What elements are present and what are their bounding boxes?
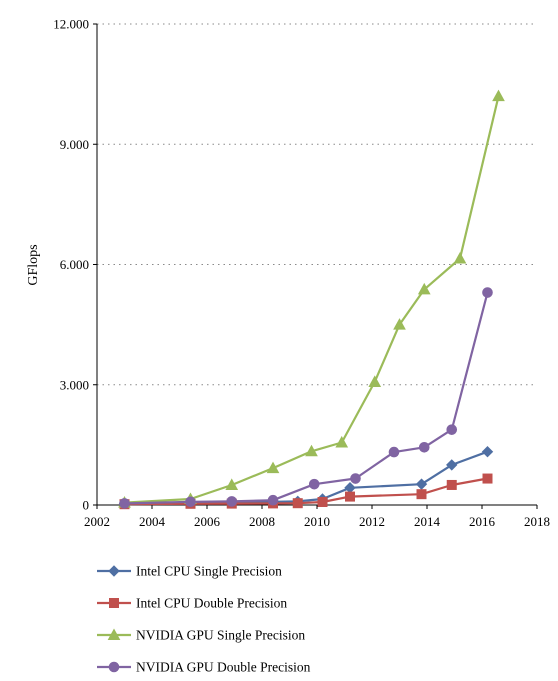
legend-item-nvidia-gpu-double-precision: NVIDIA GPU Double Precision bbox=[97, 660, 311, 675]
data-point-nvidia-gpu-single-precision-2 bbox=[225, 478, 239, 490]
x-tick-label-7: 2016 bbox=[469, 514, 496, 529]
legend-label-nvidia-gpu-single-precision: NVIDIA GPU Single Precision bbox=[136, 628, 305, 643]
y-tick-label-3: 9.000 bbox=[60, 137, 89, 152]
data-point-nvidia-gpu-single-precision-7 bbox=[393, 318, 406, 330]
data-point-nvidia-gpu-single-precision-3 bbox=[266, 461, 280, 474]
x-tick-label-2: 2006 bbox=[194, 514, 221, 529]
legend-item-nvidia-gpu-single-precision: NVIDIA GPU Single Precision bbox=[97, 628, 305, 643]
data-point-nvidia-gpu-double-precision-6 bbox=[388, 446, 400, 458]
data-point-intel-cpu-double-precision-6 bbox=[345, 491, 355, 502]
y-tick-label-4: 12.000 bbox=[53, 17, 89, 32]
data-point-nvidia-gpu-double-precision-8 bbox=[446, 424, 458, 435]
axes bbox=[93, 23, 538, 509]
series-line-intel-cpu-double-precision bbox=[124, 477, 488, 506]
data-point-intel-cpu-double-precision-5 bbox=[317, 496, 328, 507]
x-tick-label-0: 2002 bbox=[84, 514, 110, 529]
data-point-nvidia-gpu-double-precision-3 bbox=[267, 494, 279, 506]
legend: Intel CPU Single Precision Intel CPU Doub… bbox=[97, 564, 311, 675]
y-axis-title: GFlops bbox=[26, 244, 41, 285]
y-tick-label-1: 3.000 bbox=[60, 377, 89, 392]
legend-label-intel-cpu-single-precision: Intel CPU Single Precision bbox=[136, 564, 282, 579]
data-point-nvidia-gpu-single-precision-6 bbox=[368, 375, 382, 387]
data-point-intel-cpu-single-precision-8 bbox=[446, 459, 458, 471]
x-tick-label-5: 2012 bbox=[359, 514, 385, 529]
data-point-nvidia-gpu-double-precision-5 bbox=[350, 473, 361, 484]
data-point-intel-cpu-single-precision-7 bbox=[415, 478, 428, 490]
data-point-nvidia-gpu-double-precision-2 bbox=[226, 496, 238, 507]
legend-item-intel-cpu-double-precision: Intel CPU Double Precision bbox=[97, 596, 287, 611]
data-point-nvidia-gpu-single-precision-10 bbox=[492, 89, 505, 102]
legend-label-intel-cpu-double-precision: Intel CPU Double Precision bbox=[136, 596, 287, 611]
data-point-nvidia-gpu-single-precision-4 bbox=[305, 444, 318, 457]
series-nvidia-gpu-single-precision bbox=[118, 89, 505, 508]
data-point-nvidia-gpu-double-precision-7 bbox=[418, 441, 430, 453]
data-point-intel-cpu-double-precision-9 bbox=[482, 473, 493, 484]
legend-label-nvidia-gpu-double-precision: NVIDIA GPU Double Precision bbox=[136, 660, 311, 675]
legend-marker-nvidia-gpu-single-precision bbox=[107, 628, 121, 640]
legend-item-intel-cpu-single-precision: Intel CPU Single Precision bbox=[97, 564, 282, 579]
x-tick-label-8: 2018 bbox=[524, 514, 550, 529]
data-point-nvidia-gpu-double-precision-4 bbox=[308, 478, 320, 490]
legend-marker-intel-cpu-double-precision bbox=[109, 598, 119, 608]
series-line-intel-cpu-single-precision bbox=[124, 450, 488, 505]
y-tick-label-2: 6.000 bbox=[60, 257, 89, 272]
legend-marker-intel-cpu-single-precision bbox=[108, 565, 120, 577]
x-tick-label-3: 2008 bbox=[249, 514, 275, 529]
series-line-nvidia-gpu-double-precision bbox=[124, 292, 489, 505]
data-point-nvidia-gpu-single-precision-9 bbox=[453, 251, 467, 264]
x-tick-label-1: 2004 bbox=[139, 514, 166, 529]
series-line-nvidia-gpu-single-precision bbox=[124, 95, 500, 504]
x-tick-label-4: 2010 bbox=[304, 514, 330, 529]
y-tick-label-0: 0 bbox=[83, 498, 90, 513]
data-point-intel-cpu-single-precision-6 bbox=[344, 482, 356, 494]
legend-marker-nvidia-gpu-double-precision bbox=[108, 661, 120, 673]
series-lines bbox=[118, 89, 505, 510]
data-point-intel-cpu-double-precision-4 bbox=[292, 498, 303, 509]
data-point-nvidia-gpu-single-precision-5 bbox=[335, 435, 349, 448]
data-point-intel-cpu-double-precision-7 bbox=[416, 489, 427, 500]
data-point-nvidia-gpu-double-precision-9 bbox=[482, 287, 493, 298]
data-point-nvidia-gpu-single-precision-8 bbox=[417, 282, 431, 295]
data-point-intel-cpu-double-precision-8 bbox=[446, 479, 457, 490]
series-intel-cpu-double-precision bbox=[119, 473, 493, 510]
x-tick-label-6: 2014 bbox=[414, 514, 441, 529]
series-nvidia-gpu-double-precision bbox=[119, 287, 493, 509]
tick-labels: 0 3.000 6.000 9.000 12.000 2002 2004 2006 2008 20… bbox=[53, 17, 550, 530]
data-point-nvidia-gpu-double-precision-0 bbox=[119, 498, 130, 509]
data-point-intel-cpu-single-precision-9 bbox=[481, 445, 494, 458]
grid-lines bbox=[97, 23, 537, 386]
data-point-nvidia-gpu-double-precision-1 bbox=[185, 496, 196, 508]
